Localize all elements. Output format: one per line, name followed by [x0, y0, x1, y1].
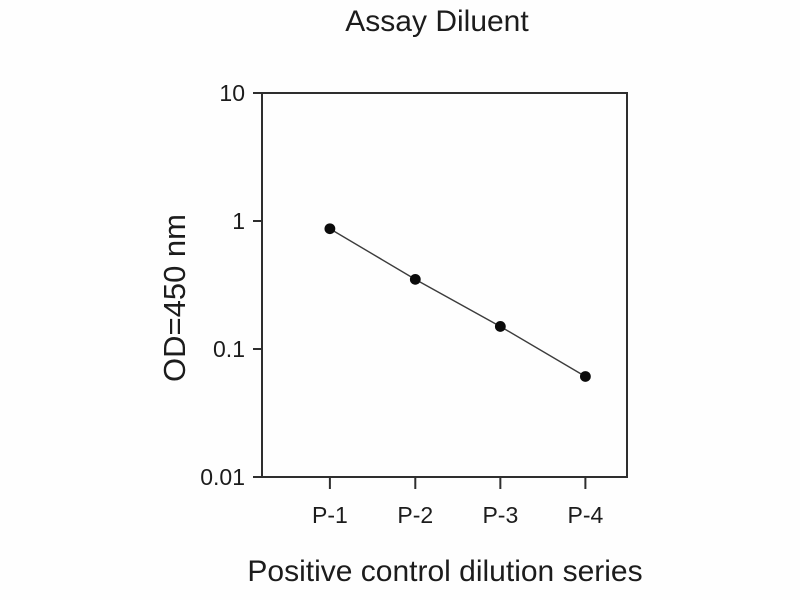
data-point [409, 273, 421, 285]
y-tick-label: 0.01 [200, 464, 245, 490]
data-point [324, 223, 336, 235]
y-tick-label: 10 [219, 80, 245, 106]
data-point [494, 321, 506, 332]
data-line [329, 228, 586, 378]
x-tick-label: P-4 [567, 502, 603, 528]
chart-title: Assay Diluent [345, 5, 529, 38]
y-tick-label: 1 [232, 208, 245, 234]
data-point [579, 371, 591, 382]
x-tick-label: P-1 [312, 502, 348, 528]
x-axis-title: Positive control dilution series [247, 555, 643, 588]
x-tick-label: P-3 [482, 502, 518, 528]
y-tick-label: 0.1 [213, 336, 245, 362]
x-tick-label: P-2 [397, 502, 433, 528]
axis-frame [261, 92, 628, 478]
